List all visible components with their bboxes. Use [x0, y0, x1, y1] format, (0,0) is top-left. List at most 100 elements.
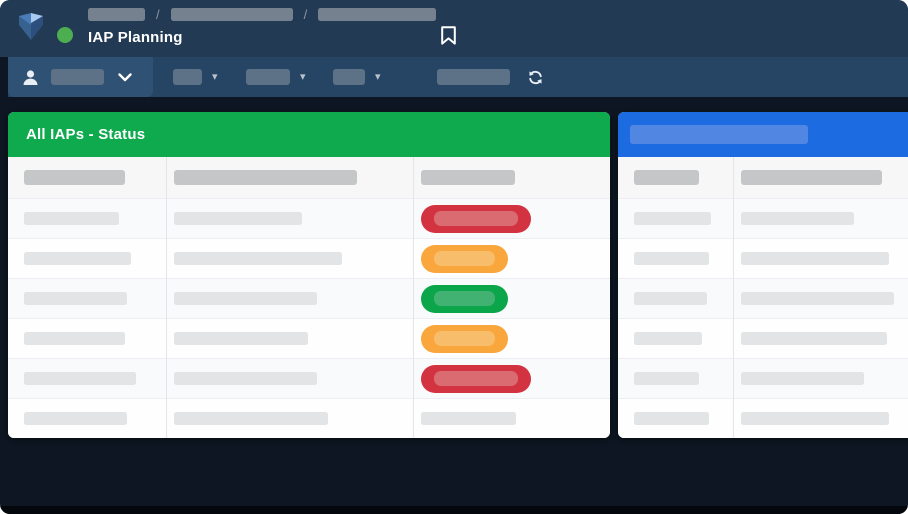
placeholder-bar [634, 252, 709, 265]
filter-dropdown[interactable]: ▾ [173, 57, 218, 97]
table-header-row [8, 157, 610, 198]
table-row[interactable] [618, 278, 908, 318]
table-cell [618, 319, 733, 358]
placeholder-bar [634, 372, 699, 385]
dropdown-caret-icon: ▾ [375, 70, 381, 83]
person-icon [23, 69, 38, 85]
table-row[interactable] [618, 198, 908, 238]
column-divider [733, 157, 734, 438]
table-cell [618, 399, 733, 438]
placeholder-bar [174, 372, 317, 385]
column-header[interactable] [618, 157, 733, 198]
placeholder-bar [421, 170, 515, 185]
placeholder-bar [421, 412, 516, 425]
placeholder-bar [174, 292, 317, 305]
placeholder-bar [24, 292, 127, 305]
table-cell [733, 399, 908, 438]
placeholder-bar [174, 412, 328, 425]
table-cell [8, 359, 166, 398]
status-pill-green [421, 284, 508, 313]
user-selector[interactable] [8, 57, 153, 97]
placeholder-bar [174, 252, 342, 265]
table-row[interactable] [618, 358, 908, 398]
placeholder-bar [437, 69, 510, 85]
table-cell [8, 319, 166, 358]
table-row[interactable] [8, 238, 610, 278]
table-cell [618, 199, 733, 238]
placeholder-bar [741, 170, 882, 185]
filter-dropdown[interactable]: ▾ [246, 57, 306, 97]
table-row[interactable] [618, 238, 908, 278]
dashboard-area: All IAPs - Status [0, 97, 908, 514]
placeholder-bar [173, 69, 202, 85]
placeholder-bar [741, 292, 894, 305]
table-row[interactable] [618, 318, 908, 358]
table-cell [166, 399, 413, 438]
table-header-row [618, 157, 908, 198]
table-cell [733, 239, 908, 278]
table-cell [733, 199, 908, 238]
table-row[interactable] [8, 318, 610, 358]
placeholder-bar [174, 332, 308, 345]
placeholder-bar [24, 412, 127, 425]
status-label-placeholder [434, 211, 518, 226]
breadcrumb-placeholder[interactable] [170, 7, 293, 21]
table-row[interactable] [8, 278, 610, 318]
card-title-placeholder [630, 125, 808, 144]
refresh-icon[interactable] [528, 70, 543, 85]
placeholder-bar [634, 212, 711, 225]
placeholder-bar [51, 69, 104, 85]
column-header[interactable] [733, 157, 908, 198]
breadcrumb-placeholder[interactable] [88, 7, 145, 21]
column-divider [166, 157, 167, 438]
placeholder-bar [741, 412, 889, 425]
table-cell [733, 359, 908, 398]
placeholder-bar [24, 212, 119, 225]
dropdown-caret-icon: ▾ [212, 70, 218, 83]
iap-status-card: All IAPs - Status [8, 112, 610, 438]
card-header-blue [618, 112, 908, 157]
placeholder-bar [246, 69, 290, 85]
status-cell [413, 239, 610, 278]
table-cell [618, 279, 733, 318]
column-header[interactable] [413, 157, 610, 198]
status-cell [413, 279, 610, 318]
secondary-table [618, 157, 908, 438]
filter-dropdown[interactable]: ▾ [333, 57, 381, 97]
app-header: / / IAP Planning [0, 0, 908, 57]
table-row[interactable] [618, 398, 908, 438]
placeholder-bar [24, 332, 125, 345]
placeholder-bar [741, 332, 887, 345]
status-label-placeholder [434, 371, 518, 386]
status-pill-red [421, 204, 531, 233]
table-row[interactable] [8, 358, 610, 398]
status-label-placeholder [434, 251, 495, 266]
table-cell [8, 279, 166, 318]
breadcrumb-placeholder[interactable] [318, 7, 437, 21]
table-cell [166, 319, 413, 358]
placeholder-bar [634, 332, 702, 345]
status-pill-orange [421, 244, 508, 273]
table-cell [733, 319, 908, 358]
column-header[interactable] [8, 157, 166, 198]
refresh-field[interactable] [437, 57, 543, 97]
breadcrumb-title-block: / / IAP Planning [88, 6, 437, 46]
iap-status-table [8, 157, 610, 438]
placeholder-bar [333, 69, 365, 85]
placeholder-bar [24, 372, 136, 385]
status-pill-red [421, 364, 531, 393]
bookmark-icon[interactable] [440, 26, 457, 45]
status-cell [413, 319, 610, 358]
table-cell [8, 239, 166, 278]
dropdown-caret-icon: ▾ [300, 70, 306, 83]
column-header[interactable] [166, 157, 413, 198]
placeholder-bar [741, 372, 864, 385]
status-pill-orange [421, 324, 508, 353]
status-label-placeholder [434, 291, 495, 306]
veoci-logo[interactable] [16, 11, 46, 43]
status-cell [413, 399, 610, 438]
table-row[interactable] [8, 198, 610, 238]
table-row[interactable] [8, 398, 610, 438]
breadcrumb: / / [88, 6, 437, 22]
placeholder-bar [634, 292, 707, 305]
